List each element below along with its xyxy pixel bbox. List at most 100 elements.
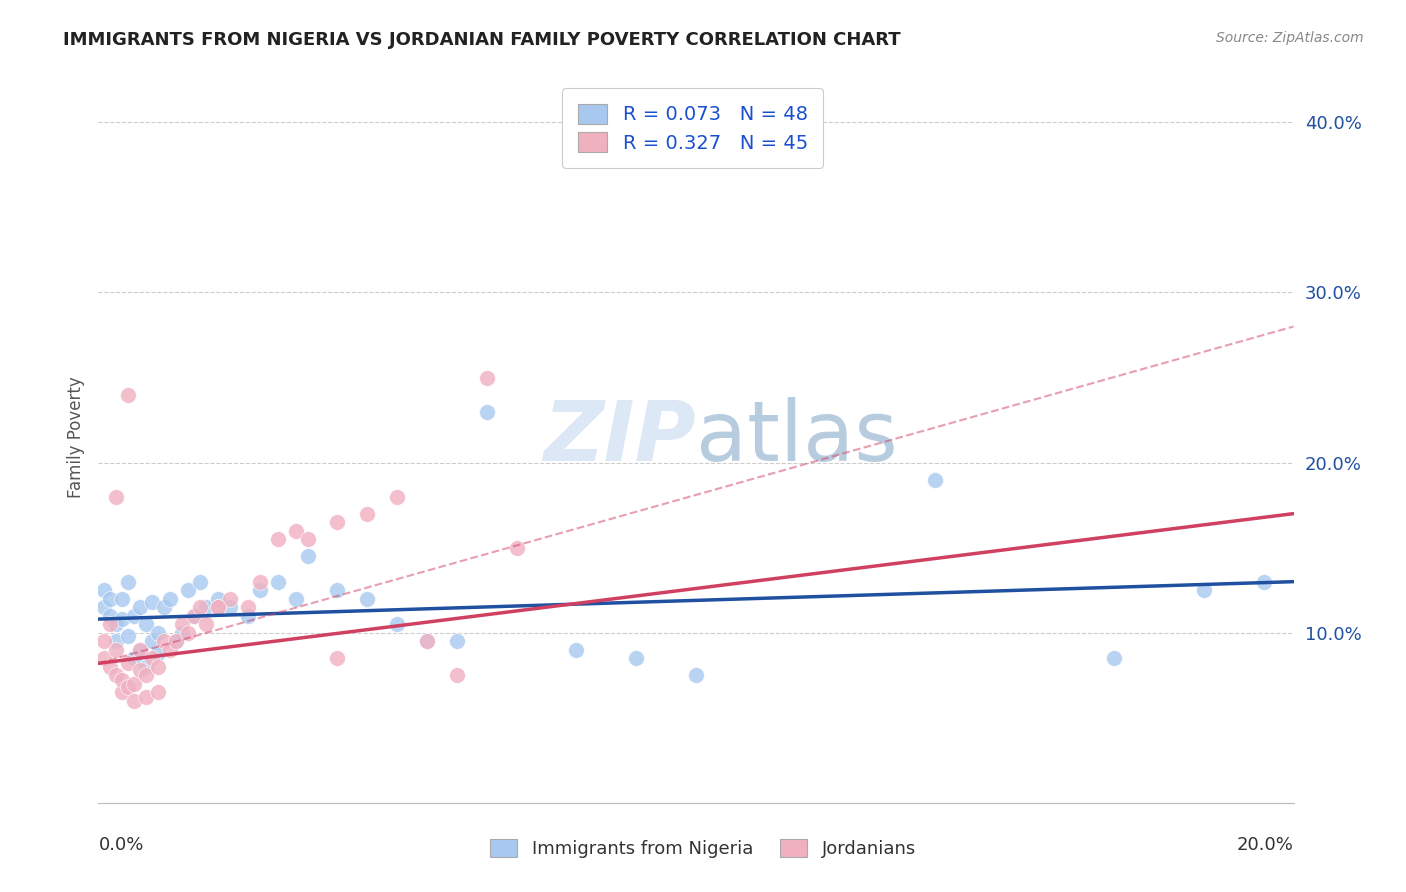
Point	[446, 668, 468, 682]
Point	[129, 663, 152, 677]
Point	[153, 600, 176, 615]
Point	[506, 541, 529, 555]
Point	[219, 591, 242, 606]
Point	[117, 657, 139, 671]
Point	[105, 668, 128, 682]
Point	[626, 651, 648, 665]
Point	[124, 608, 146, 623]
Point	[284, 524, 307, 538]
Point	[93, 634, 115, 648]
Point	[188, 600, 211, 615]
Point	[93, 600, 115, 615]
Point	[177, 625, 200, 640]
Point	[236, 600, 259, 615]
Point	[284, 591, 307, 606]
Point	[98, 608, 122, 623]
Text: 20.0%: 20.0%	[1237, 836, 1294, 854]
Point	[195, 617, 218, 632]
Point	[111, 612, 134, 626]
Point	[105, 490, 128, 504]
Point	[98, 617, 122, 632]
Point	[117, 387, 139, 401]
Point	[141, 651, 163, 665]
Point	[446, 634, 468, 648]
Point	[188, 574, 211, 589]
Point	[117, 574, 139, 589]
Point	[148, 646, 170, 660]
Point	[385, 490, 409, 504]
Point	[207, 591, 229, 606]
Point	[297, 532, 319, 546]
Point	[267, 574, 290, 589]
Point	[249, 583, 271, 598]
Point	[159, 591, 181, 606]
Point	[98, 659, 122, 673]
Point	[141, 595, 163, 609]
Point	[111, 591, 134, 606]
Text: atlas: atlas	[696, 397, 897, 477]
Point	[249, 574, 271, 589]
Point	[135, 690, 157, 705]
Point	[105, 617, 128, 632]
Point	[172, 617, 194, 632]
Point	[93, 651, 115, 665]
Legend: R = 0.073   N = 48, R = 0.327   N = 45: R = 0.073 N = 48, R = 0.327 N = 45	[562, 88, 824, 169]
Y-axis label: Family Poverty: Family Poverty	[66, 376, 84, 498]
Point	[153, 634, 176, 648]
Point	[385, 617, 409, 632]
Point	[165, 634, 187, 648]
Point	[207, 600, 229, 615]
Point	[207, 600, 229, 615]
Point	[124, 694, 146, 708]
Point	[356, 507, 378, 521]
Point	[117, 629, 139, 643]
Point	[148, 659, 170, 673]
Point	[297, 549, 319, 563]
Point	[1192, 583, 1215, 598]
Point	[924, 473, 946, 487]
Point	[416, 634, 439, 648]
Point	[356, 591, 378, 606]
Point	[148, 625, 170, 640]
Point	[111, 673, 134, 688]
Point	[177, 583, 200, 598]
Point	[111, 685, 134, 699]
Point	[159, 642, 181, 657]
Point	[129, 642, 152, 657]
Point	[267, 532, 290, 546]
Point	[135, 659, 157, 673]
Point	[183, 608, 205, 623]
Point	[105, 642, 128, 657]
Point	[135, 617, 157, 632]
Point	[124, 651, 146, 665]
Point	[1253, 574, 1275, 589]
Point	[105, 634, 128, 648]
Point	[93, 583, 115, 598]
Point	[565, 642, 588, 657]
Point	[183, 608, 205, 623]
Point	[475, 404, 498, 418]
Point	[219, 600, 242, 615]
Text: 0.0%: 0.0%	[98, 836, 143, 854]
Text: IMMIGRANTS FROM NIGERIA VS JORDANIAN FAMILY POVERTY CORRELATION CHART: IMMIGRANTS FROM NIGERIA VS JORDANIAN FAM…	[63, 31, 901, 49]
Point	[326, 515, 349, 529]
Text: Source: ZipAtlas.com: Source: ZipAtlas.com	[1216, 31, 1364, 45]
Point	[129, 642, 152, 657]
Point	[98, 591, 122, 606]
Point	[135, 668, 157, 682]
Point	[236, 608, 259, 623]
Point	[1104, 651, 1126, 665]
Point	[148, 685, 170, 699]
Point	[416, 634, 439, 648]
Legend: Immigrants from Nigeria, Jordanians: Immigrants from Nigeria, Jordanians	[482, 831, 924, 865]
Text: ZIP: ZIP	[543, 397, 696, 477]
Point	[141, 634, 163, 648]
Point	[165, 634, 187, 648]
Point	[326, 651, 349, 665]
Point	[685, 668, 707, 682]
Point	[172, 625, 194, 640]
Point	[475, 370, 498, 384]
Point	[326, 583, 349, 598]
Point	[129, 600, 152, 615]
Point	[124, 677, 146, 691]
